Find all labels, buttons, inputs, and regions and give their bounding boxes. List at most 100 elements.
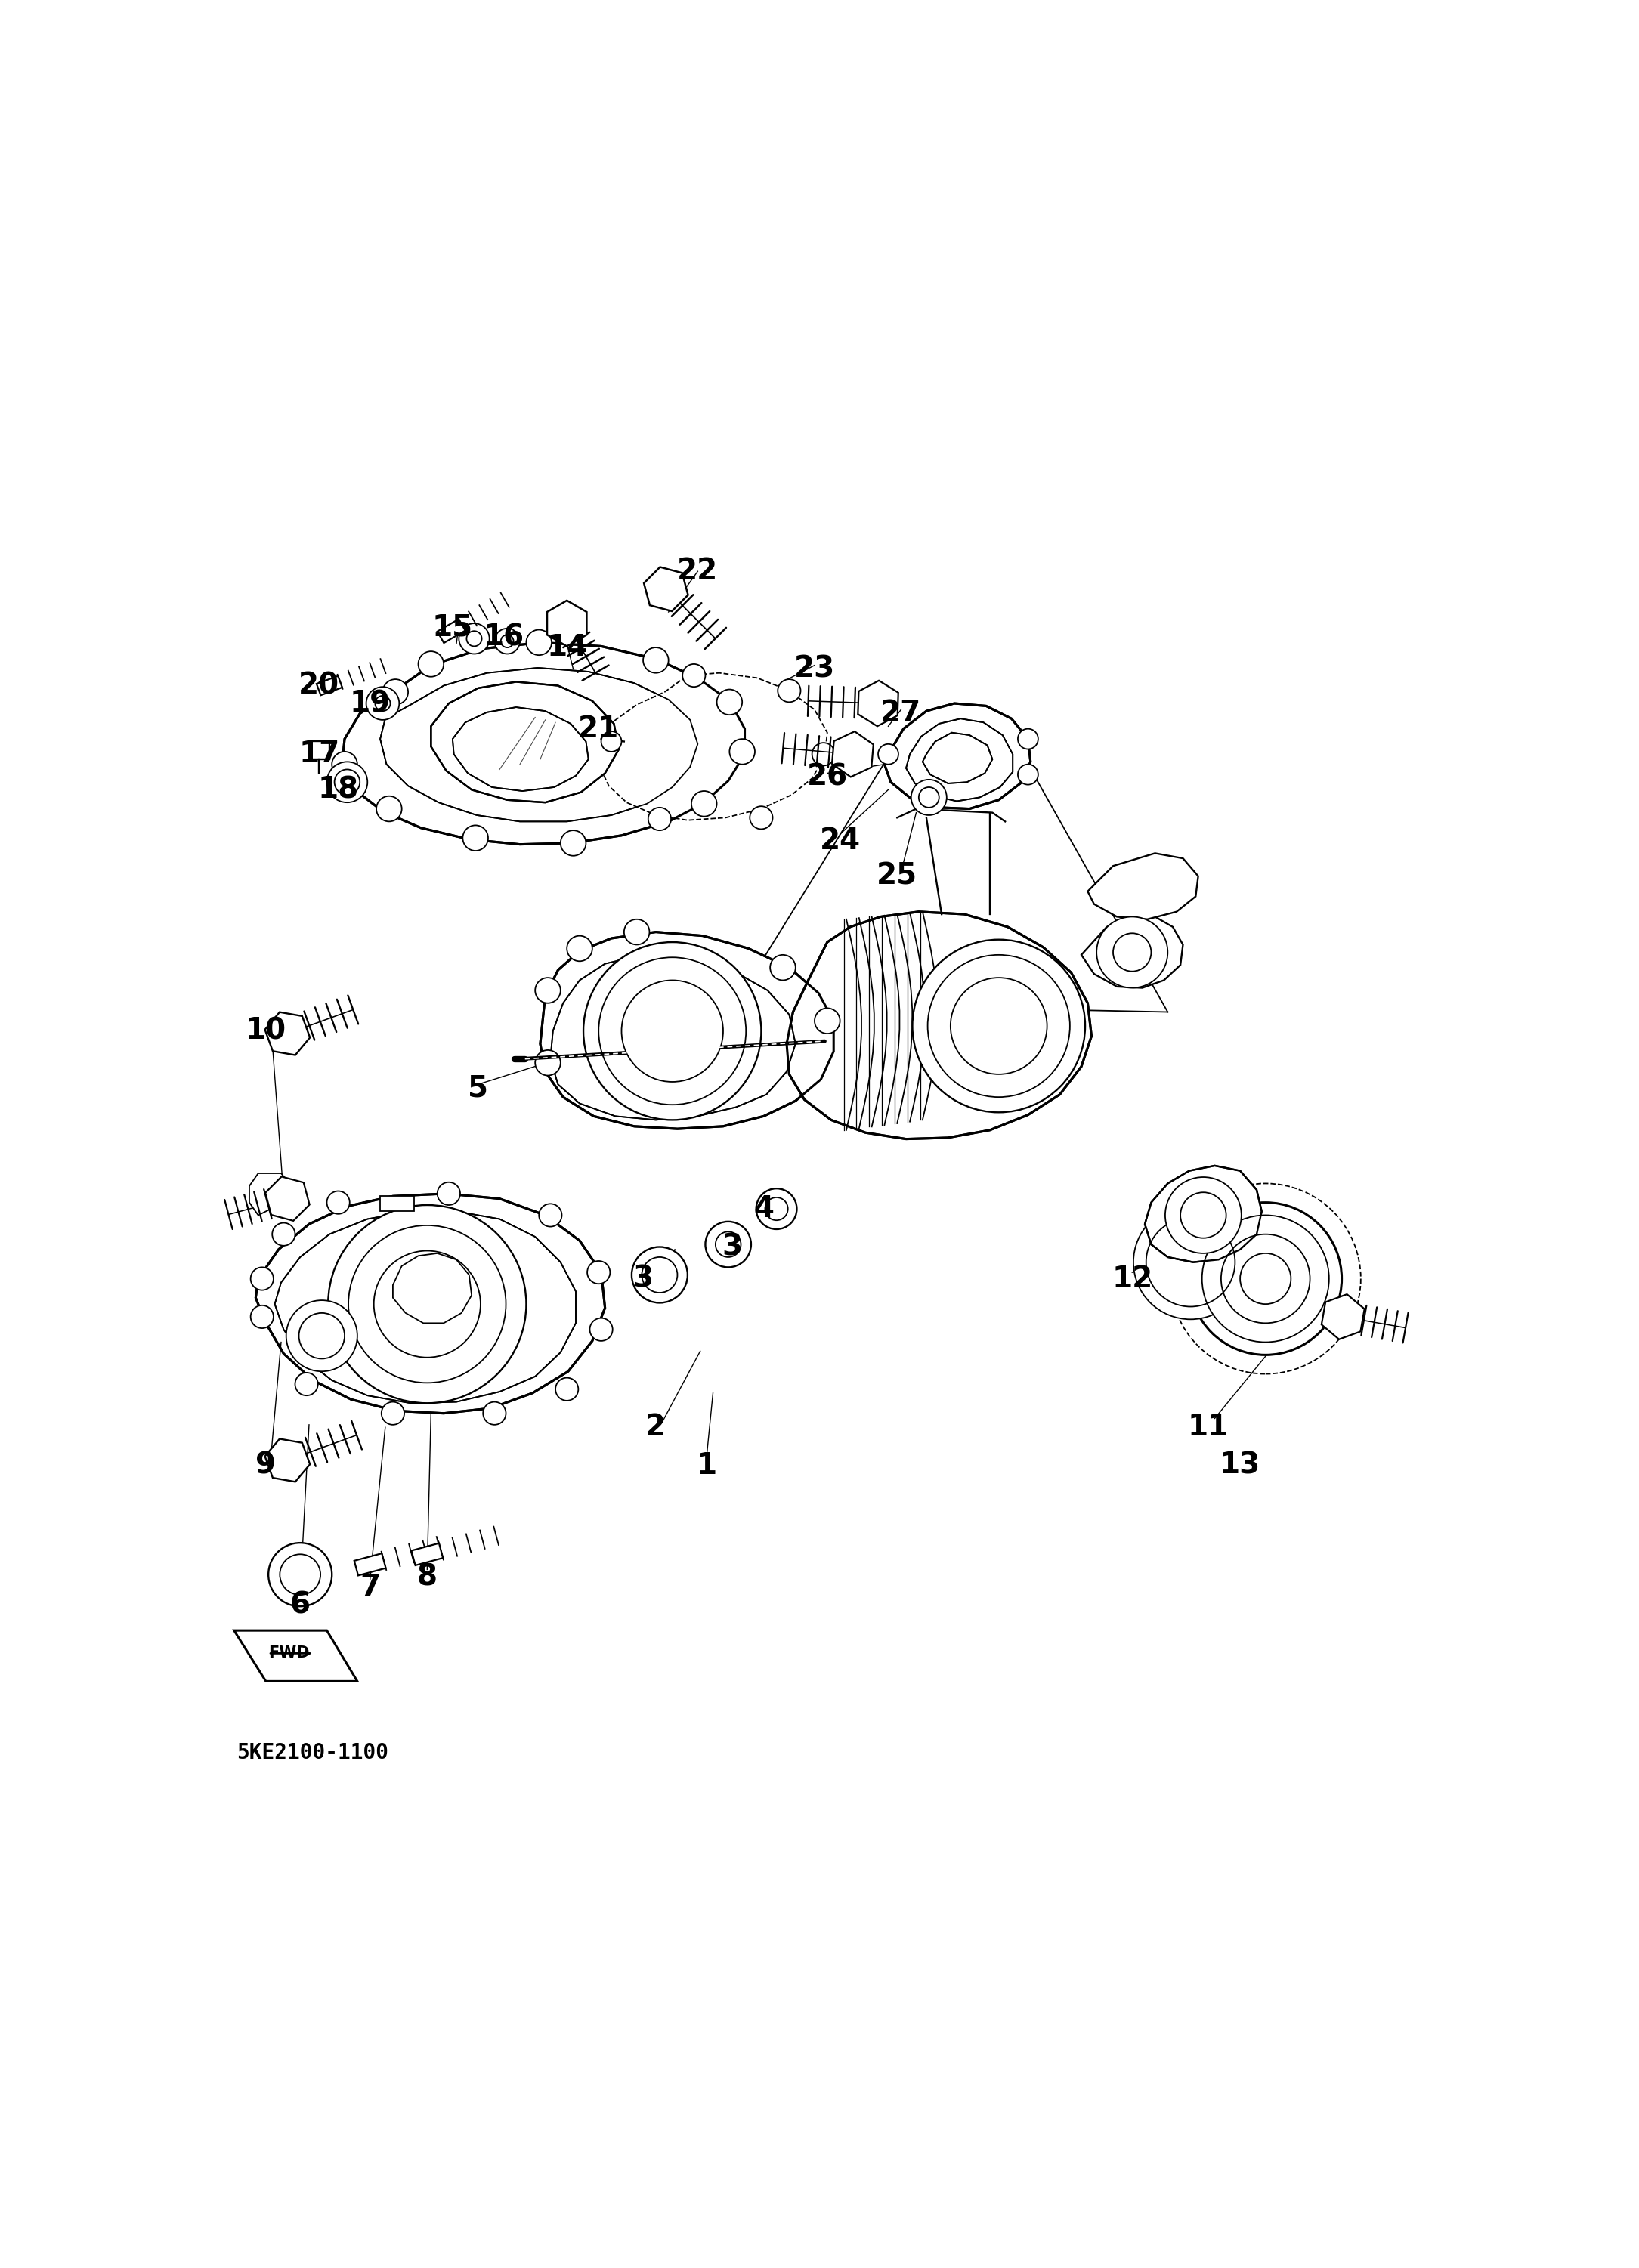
Circle shape: [556, 1377, 579, 1402]
Circle shape: [811, 742, 834, 767]
Circle shape: [539, 1204, 562, 1227]
Text: 10: 10: [246, 1016, 287, 1046]
Polygon shape: [438, 619, 465, 642]
Polygon shape: [1082, 916, 1183, 989]
Circle shape: [879, 744, 898, 764]
Text: 9: 9: [256, 1452, 275, 1479]
Circle shape: [749, 805, 772, 830]
Polygon shape: [343, 642, 744, 844]
Circle shape: [484, 1402, 506, 1424]
Polygon shape: [547, 601, 587, 646]
Polygon shape: [906, 719, 1013, 801]
Polygon shape: [234, 1631, 357, 1681]
Polygon shape: [266, 1438, 310, 1481]
Polygon shape: [857, 680, 898, 726]
Circle shape: [349, 1225, 506, 1383]
Circle shape: [462, 826, 488, 850]
Circle shape: [1018, 764, 1037, 785]
Circle shape: [815, 1009, 839, 1034]
Circle shape: [583, 941, 760, 1120]
Polygon shape: [393, 1254, 472, 1322]
Circle shape: [590, 1318, 613, 1340]
Circle shape: [642, 646, 669, 674]
Text: 16: 16: [484, 624, 524, 651]
Text: 25: 25: [877, 862, 918, 891]
Circle shape: [756, 1188, 797, 1229]
Circle shape: [587, 1261, 610, 1284]
Circle shape: [251, 1306, 274, 1329]
Circle shape: [770, 955, 795, 980]
Circle shape: [951, 978, 1047, 1075]
Circle shape: [287, 1300, 357, 1372]
Polygon shape: [598, 674, 828, 821]
Text: 19: 19: [349, 689, 390, 717]
Circle shape: [1221, 1234, 1310, 1322]
Text: 5KE2100-1100: 5KE2100-1100: [236, 1742, 388, 1762]
Circle shape: [382, 1402, 405, 1424]
Circle shape: [269, 1542, 333, 1606]
Polygon shape: [644, 567, 688, 610]
Circle shape: [418, 651, 444, 676]
Text: 15: 15: [433, 612, 474, 642]
Polygon shape: [885, 703, 1031, 810]
Circle shape: [1134, 1204, 1247, 1320]
Circle shape: [729, 739, 756, 764]
Circle shape: [682, 665, 705, 687]
Text: 2: 2: [646, 1413, 665, 1442]
Polygon shape: [256, 1193, 605, 1413]
Circle shape: [561, 830, 587, 855]
Circle shape: [272, 1222, 295, 1245]
Circle shape: [928, 955, 1070, 1098]
Text: 26: 26: [806, 762, 847, 792]
Polygon shape: [1321, 1295, 1365, 1340]
Polygon shape: [1144, 1166, 1262, 1263]
Polygon shape: [431, 683, 620, 803]
Text: 18: 18: [318, 776, 359, 805]
Circle shape: [631, 1247, 688, 1302]
Circle shape: [911, 780, 947, 814]
Polygon shape: [310, 742, 329, 760]
Polygon shape: [275, 1211, 575, 1404]
Circle shape: [377, 796, 402, 821]
Circle shape: [624, 919, 649, 946]
Polygon shape: [551, 955, 795, 1120]
Text: 13: 13: [1219, 1452, 1260, 1479]
Circle shape: [495, 628, 520, 653]
Text: 1: 1: [697, 1452, 716, 1479]
Circle shape: [459, 624, 490, 653]
Text: 11: 11: [1188, 1413, 1229, 1442]
Circle shape: [374, 1250, 480, 1359]
Polygon shape: [380, 667, 698, 821]
Circle shape: [534, 978, 561, 1002]
Text: 27: 27: [880, 699, 921, 728]
Polygon shape: [923, 733, 993, 782]
Polygon shape: [266, 1177, 310, 1220]
Text: 12: 12: [1111, 1263, 1152, 1293]
Text: 6: 6: [290, 1590, 310, 1619]
Text: 14: 14: [546, 633, 587, 662]
Circle shape: [1165, 1177, 1241, 1254]
Circle shape: [438, 1182, 461, 1204]
Circle shape: [716, 689, 742, 714]
Circle shape: [647, 807, 670, 830]
Circle shape: [913, 939, 1085, 1111]
Circle shape: [1170, 1184, 1360, 1374]
Text: 5: 5: [467, 1073, 488, 1102]
Circle shape: [326, 762, 367, 803]
Circle shape: [705, 1222, 751, 1268]
Circle shape: [567, 937, 592, 962]
Text: 21: 21: [579, 714, 620, 744]
Polygon shape: [787, 912, 1092, 1139]
Circle shape: [326, 1191, 349, 1213]
Polygon shape: [541, 932, 834, 1129]
Circle shape: [1241, 1254, 1292, 1304]
Circle shape: [526, 631, 552, 655]
Circle shape: [1113, 932, 1151, 971]
Circle shape: [365, 687, 400, 719]
Circle shape: [1201, 1216, 1329, 1343]
Polygon shape: [411, 1542, 443, 1565]
Circle shape: [692, 792, 716, 816]
Circle shape: [1018, 728, 1037, 748]
Polygon shape: [316, 676, 343, 696]
Circle shape: [331, 751, 357, 778]
